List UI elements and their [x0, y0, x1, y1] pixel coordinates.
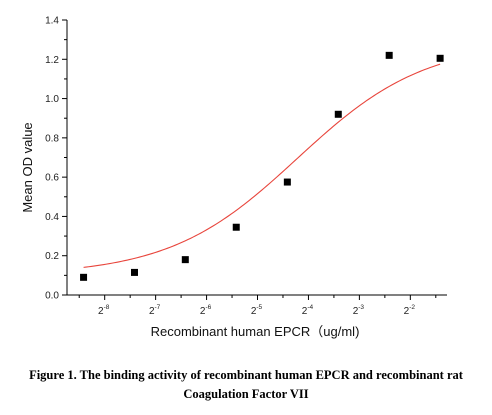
x-tick-label: 2-7: [149, 304, 161, 317]
x-tick-label: 2-3: [353, 304, 365, 317]
y-axis-title: Mean OD value: [20, 122, 35, 212]
y-tick-label: 0.0: [45, 291, 59, 302]
y-tick-label: 0.8: [45, 133, 59, 144]
y-tick-label: 0.4: [45, 212, 59, 223]
data-point: [181, 256, 189, 264]
y-tick-label: 1.0: [45, 94, 59, 105]
caption-line-2: Coagulation Factor VII: [183, 387, 309, 401]
data-point: [283, 178, 291, 186]
x-axis-title: Recombinant human EPCR（ug/ml): [151, 324, 360, 339]
caption-line-1: Figure 1. The binding activity of recomb…: [29, 368, 463, 382]
y-tick-label: 1.4: [45, 16, 59, 27]
axes: 0.0 0.2 0.4 0.6 0.8 1.0 1.2 1.4 2-8 2-7 2-6 2-5 2-4 2…: [45, 16, 447, 317]
data-point: [334, 110, 342, 118]
data-point: [130, 268, 138, 276]
figure-caption: Figure 1. The binding activity of recomb…: [0, 366, 492, 404]
x-tick-label: 2-2: [404, 304, 416, 317]
x-tick-label: 2-8: [98, 304, 110, 317]
data-point: [385, 51, 393, 59]
y-tick-label: 1.2: [45, 55, 59, 66]
x-tick-label: 2-4: [302, 304, 314, 317]
data-points: [80, 51, 444, 281]
binding-activity-chart: 0.0 0.2 0.4 0.6 0.8 1.0 1.2 1.4 2-8 2-7 2-6 2-5 2-4 2…: [20, 16, 447, 339]
data-point: [80, 273, 88, 281]
x-tick-label: 2-5: [251, 304, 263, 317]
data-point: [232, 223, 240, 231]
data-point: [436, 54, 444, 62]
y-tick-label: 0.2: [45, 251, 59, 262]
y-tick-label: 0.6: [45, 173, 59, 184]
fit-curve: [83, 63, 441, 268]
x-tick-label: 2-6: [200, 304, 212, 317]
